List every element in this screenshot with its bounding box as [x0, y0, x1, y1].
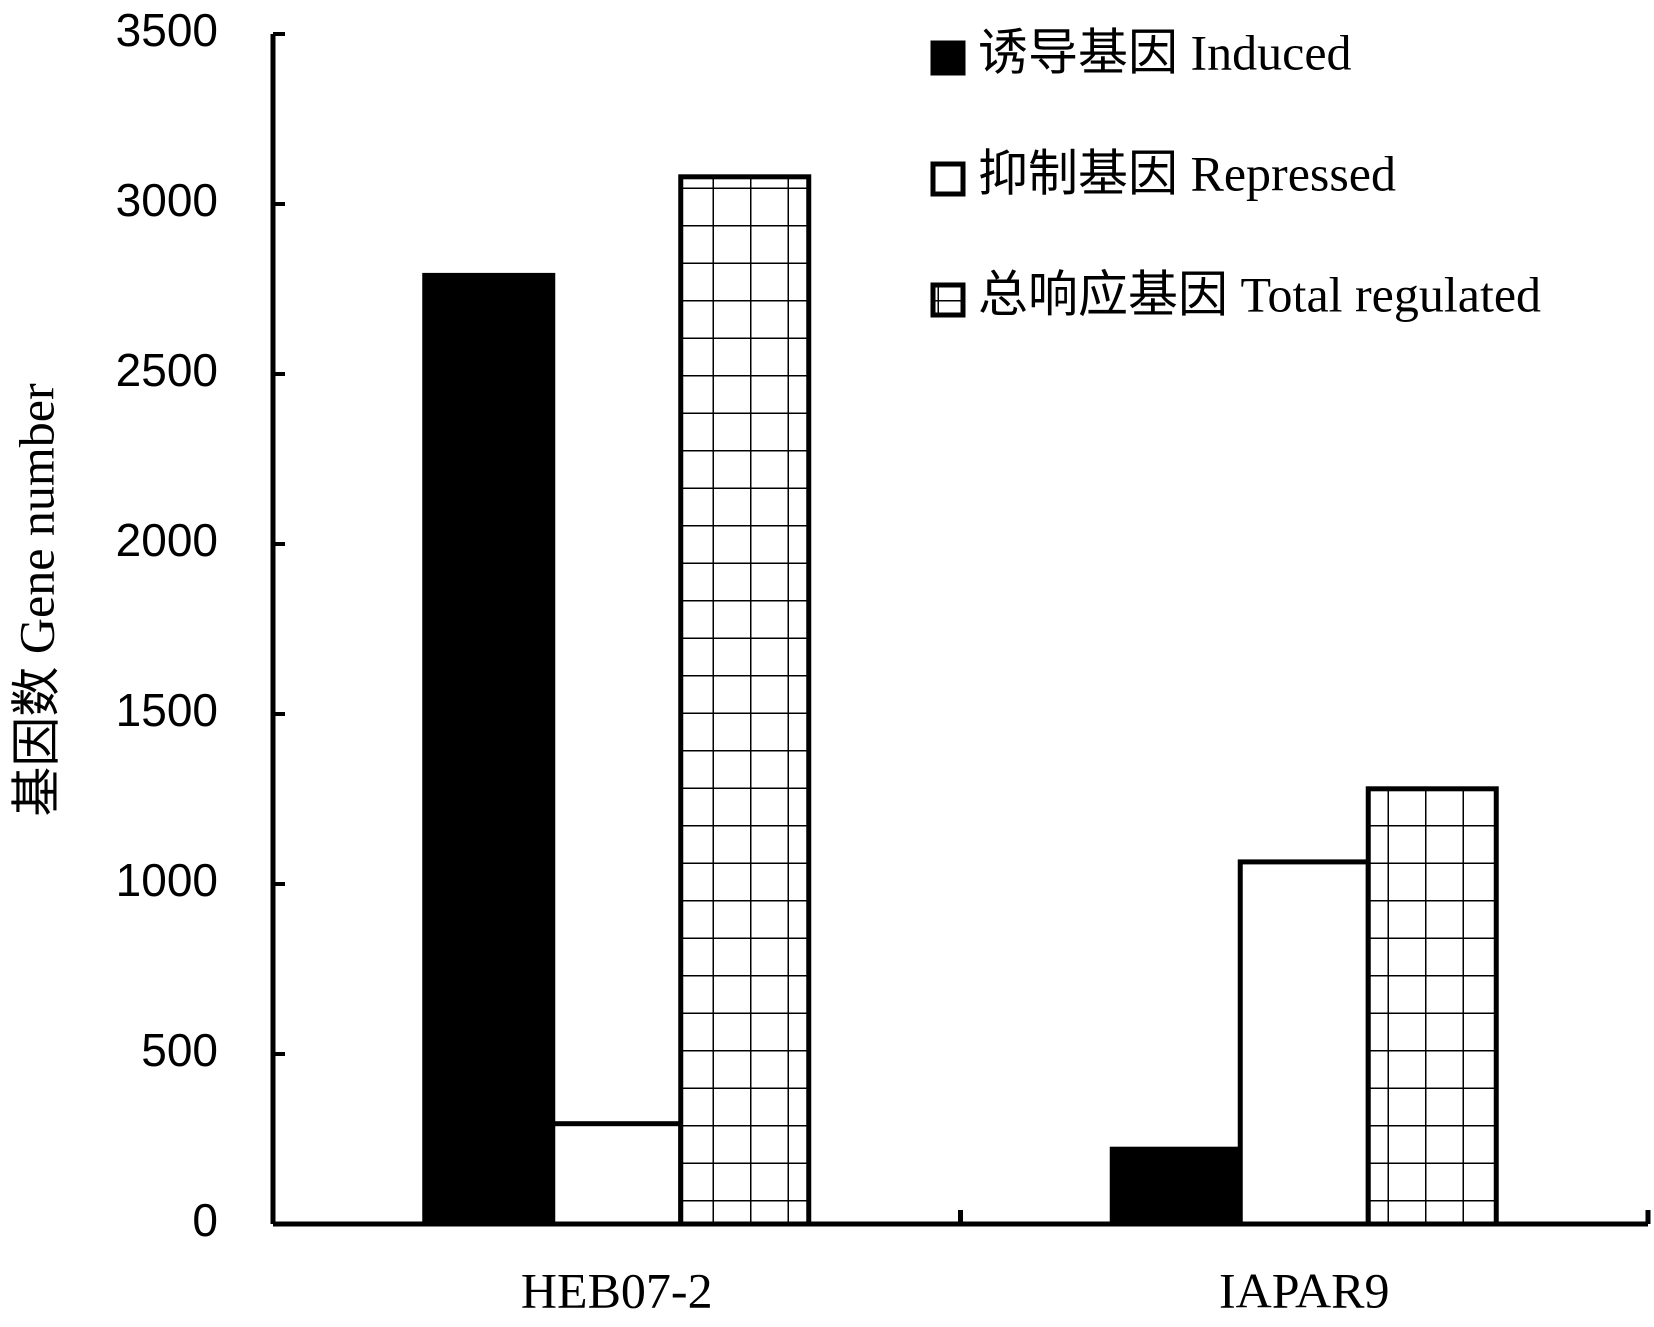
- bar: [678, 174, 812, 1227]
- y-tick-label: 2500: [116, 344, 218, 396]
- legend-swatch: [930, 161, 966, 197]
- legend-label: 诱导基因 Induced: [978, 24, 1352, 80]
- bar: [422, 272, 556, 1227]
- bar: [550, 1121, 684, 1227]
- legend-swatch: [930, 40, 966, 76]
- y-tick-label: 500: [141, 1024, 218, 1076]
- legend-label: 抑制基因 Repressed: [978, 145, 1396, 201]
- y-tick-label: 2000: [116, 514, 218, 566]
- y-axis-label: 基因数 Gene number: [8, 383, 64, 817]
- y-tick-label: 1000: [116, 854, 218, 906]
- bar: [1109, 1146, 1243, 1227]
- y-tick-label: 3500: [116, 4, 218, 56]
- bar: [1237, 859, 1371, 1227]
- x-tick-label: IAPAR9: [1219, 1262, 1389, 1318]
- y-tick-label: 0: [192, 1194, 218, 1246]
- y-tick-label: 3000: [116, 174, 218, 226]
- bar: [1365, 786, 1499, 1227]
- legend-label: 总响应基因 Total regulated: [978, 266, 1541, 322]
- y-tick-label: 1500: [116, 684, 218, 736]
- x-tick-label: HEB07-2: [521, 1262, 713, 1318]
- legend-swatch: [930, 282, 966, 318]
